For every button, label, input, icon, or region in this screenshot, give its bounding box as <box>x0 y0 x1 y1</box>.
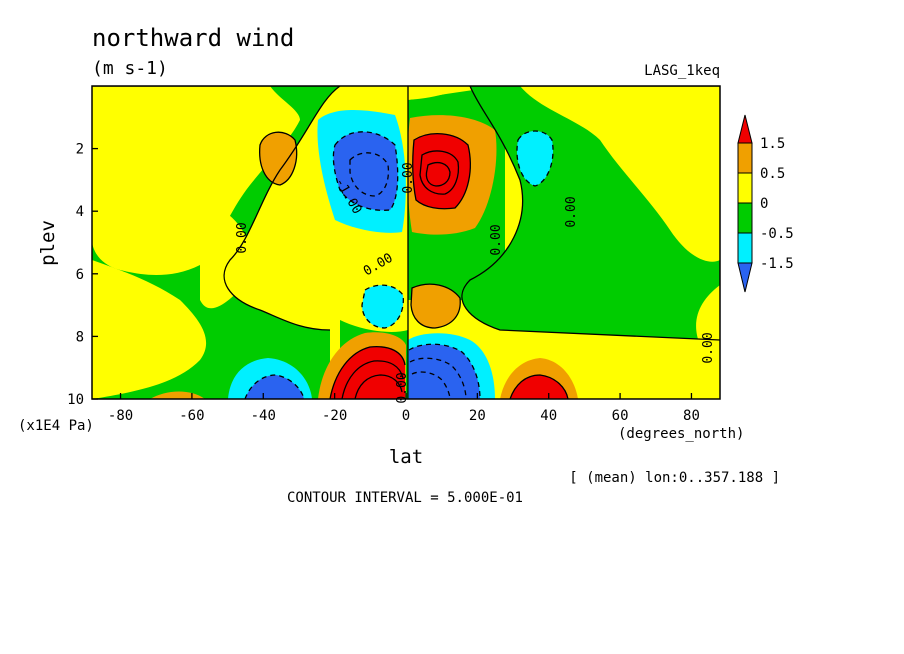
colorbar-label: -1.5 <box>760 256 794 272</box>
blue-lower-eq-north <box>409 344 480 399</box>
yellow-island-south <box>92 86 300 275</box>
y-axis: 2 4 6 8 10 <box>67 142 98 408</box>
x-tick-label: -60 <box>179 408 204 424</box>
y-tick-label: 10 <box>67 392 84 408</box>
x-tick-label: -40 <box>251 408 276 424</box>
y-axis-title: plev <box>37 220 59 266</box>
red-lower-north <box>510 375 568 399</box>
x-axis-title: lat <box>389 446 423 468</box>
contour-label: 0.00 <box>701 332 716 363</box>
colorbar-bottom-arrow <box>737 262 753 293</box>
contour-label: 0.00 <box>564 196 579 227</box>
x-tick-label: 40 <box>540 408 557 424</box>
orange-blob-south-upper <box>259 132 297 185</box>
colorbar-swatch <box>737 142 753 174</box>
blue-lower-south <box>245 375 304 399</box>
red-upper-core <box>412 133 471 209</box>
contour-label: 0.00 <box>489 224 504 255</box>
colorbar-label: 1.5 <box>760 136 785 152</box>
mean-annotation: [ (mean) lon:0..357.188 ] <box>569 470 780 486</box>
y-units-label: (x1E4 Pa) <box>18 418 94 434</box>
colorbar-label: 0 <box>760 196 768 212</box>
dataset-label: LASG_1keq <box>644 63 720 79</box>
y-tick-label: 2 <box>76 142 84 158</box>
contour-label: 0.00 <box>235 222 250 253</box>
contour-lines <box>92 86 720 399</box>
x-tick-label: -80 <box>108 408 133 424</box>
orange-lower-south-edge <box>150 391 205 399</box>
y-tick-label: 8 <box>76 329 84 345</box>
colorbar-label: 0.5 <box>760 166 785 182</box>
yellow-island-north <box>520 86 720 262</box>
x-tick-label: 20 <box>469 408 486 424</box>
orange-mid-blob <box>411 284 461 328</box>
y-tick-label: 4 <box>76 204 84 220</box>
x-tick-label: -20 <box>322 408 347 424</box>
contour-fill-layer <box>92 86 720 399</box>
x-tick-label: 0 <box>402 408 410 424</box>
chart-title: northward wind <box>92 24 294 52</box>
colorbar-top-arrow <box>737 114 753 144</box>
colorbar: 1.5 0.5 0 -0.5 -1.5 <box>737 114 794 293</box>
x-tick-label: 80 <box>683 408 700 424</box>
yellow-gaps <box>200 200 253 309</box>
chart-units: (m s-1) <box>92 58 168 79</box>
cyan-blob-north-upper <box>516 131 554 186</box>
contour-label: 0.00 <box>395 372 410 403</box>
colorbar-swatch <box>737 172 753 204</box>
cyan-mid-blob <box>362 285 404 328</box>
colorbar-label: -0.5 <box>760 226 794 242</box>
yellow-right-edge <box>696 285 720 399</box>
x-units-label: (degrees_north) <box>618 426 744 442</box>
y-tick-label: 6 <box>76 267 84 283</box>
colorbar-swatch <box>737 232 753 264</box>
x-tick-label: 60 <box>612 408 629 424</box>
x-axis: -80 -60 -40 -20 0 20 40 60 80 <box>108 393 700 424</box>
contour-interval-label: CONTOUR INTERVAL = 5.000E-01 <box>287 490 523 506</box>
blue-upper-core <box>333 131 398 211</box>
contour-label: 0.00 <box>401 162 416 193</box>
yellow-left-edge <box>92 260 207 399</box>
colorbar-swatch <box>737 202 753 234</box>
